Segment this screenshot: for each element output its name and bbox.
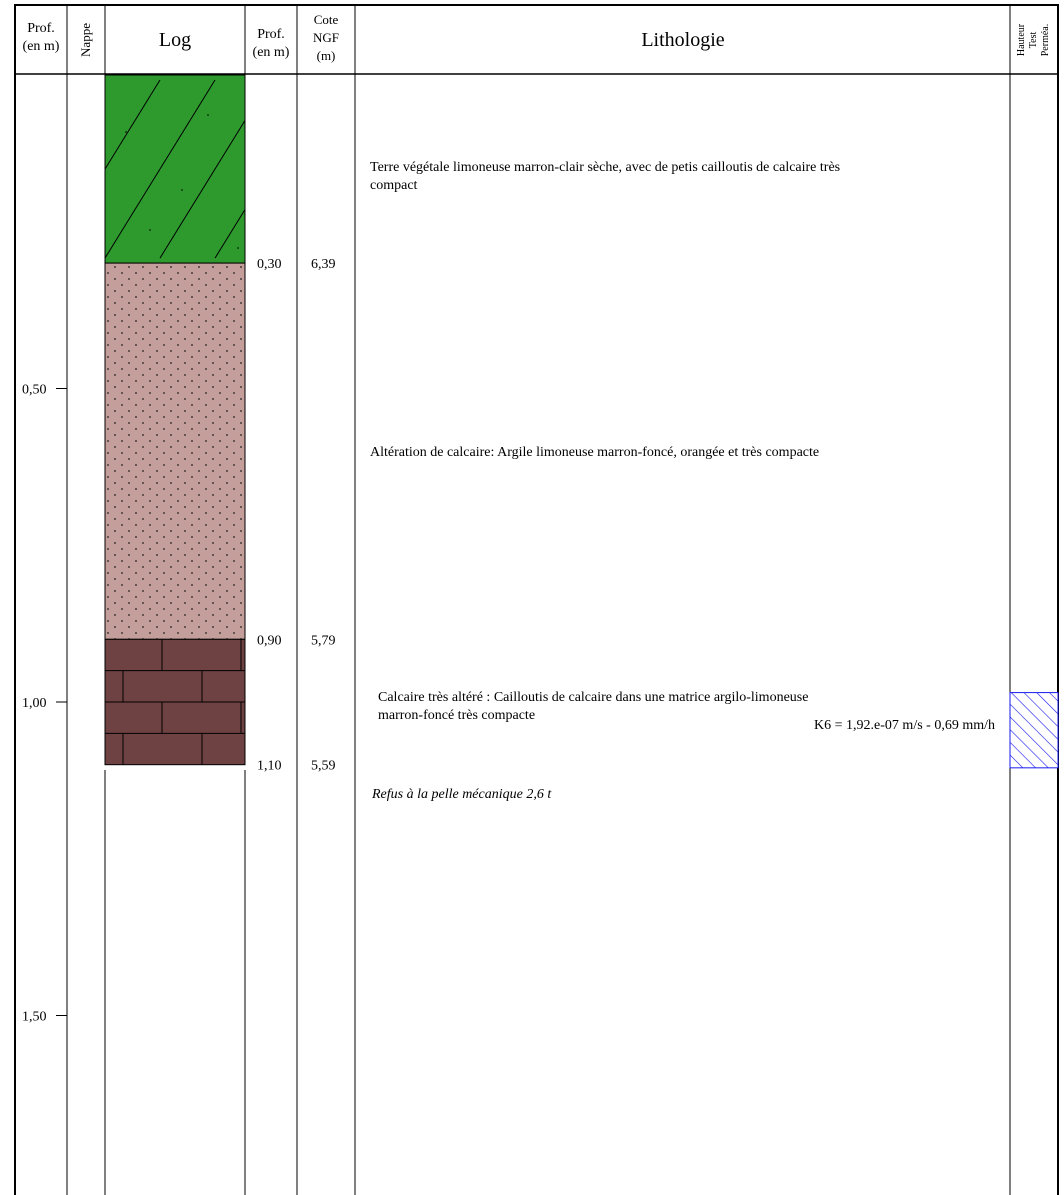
header-prof2-line2: (en m) (253, 45, 290, 60)
boundary-depth: 1,10 (257, 759, 282, 774)
header-prof-line1: Prof. (27, 21, 55, 36)
permeability-hatch (1009, 692, 1059, 769)
permeability-label: K6 = 1,92.e-07 m/s - 0,69 mm/h (814, 718, 995, 733)
header-log: Log (159, 29, 191, 51)
depth-scale: 0,50 1,00 1,50 (22, 383, 67, 1025)
boundary-depth: 0,90 (257, 633, 282, 648)
boundary-elevation: 5,59 (311, 759, 336, 774)
topsoil-hatch (105, 79, 245, 259)
log-column (104, 74, 246, 766)
lithology-text: marron-foncé très compacte (378, 708, 535, 723)
header-prof-line2: (en m) (23, 39, 60, 54)
layer-topsoil (104, 74, 246, 264)
lithology-text: Calcaire très altéré : Cailloutis de cal… (378, 690, 808, 705)
boundary-depth: 0,30 (257, 257, 282, 272)
header-nappe: Nappe (78, 23, 93, 57)
header-lithologie: Lithologie (641, 29, 724, 51)
layer-limestone-bricks (104, 638, 246, 766)
boundary-elevation: 5,79 (311, 633, 336, 648)
boundary-values: 0,30 6,39 0,90 5,79 1,10 5,59 (257, 257, 336, 774)
lithology-descriptions: Terre végétale limoneuse marron-clair sè… (370, 160, 840, 723)
table-frame (14, 4, 1059, 1195)
layer-outline (104, 638, 246, 766)
header-cote-line3: (m) (317, 48, 336, 63)
layer-dotted-clay (104, 262, 246, 640)
header-cote-line1: Cote (314, 12, 339, 27)
brick-lines (105, 639, 245, 765)
header-hauteur-line2: Test (1028, 32, 1039, 49)
refusal-note: Refus à la pelle mécanique 2,6 t (371, 787, 552, 802)
layer-fill (105, 263, 245, 640)
header-cote-line2: NGF (313, 30, 339, 45)
depth-tick-label: 1,50 (22, 1010, 47, 1025)
depth-tick-label: 0,50 (22, 383, 47, 398)
column-dividers (66, 5, 1011, 1195)
layer-fill (105, 75, 245, 264)
depth-tick-label: 1,00 (22, 696, 47, 711)
lithology-text: Terre végétale limoneuse marron-clair sè… (370, 160, 840, 175)
permeability-test: K6 = 1,92.e-07 m/s - 0,69 mm/h (814, 692, 1059, 769)
header-hauteur-line1: Hauteur (1016, 23, 1027, 56)
header-row: Prof. (en m) Nappe Log Prof. (en m) Cote… (23, 12, 1051, 63)
lithology-text: Altération de calcaire: Argile limoneuse… (370, 445, 819, 460)
boundary-elevation: 6,39 (311, 257, 336, 272)
lithology-text: compact (370, 178, 418, 193)
header-prof2-line1: Prof. (257, 27, 285, 42)
header-hauteur: Hauteur Test Perméa. (1016, 23, 1051, 56)
header-hauteur-line3: Perméa. (1040, 24, 1051, 57)
